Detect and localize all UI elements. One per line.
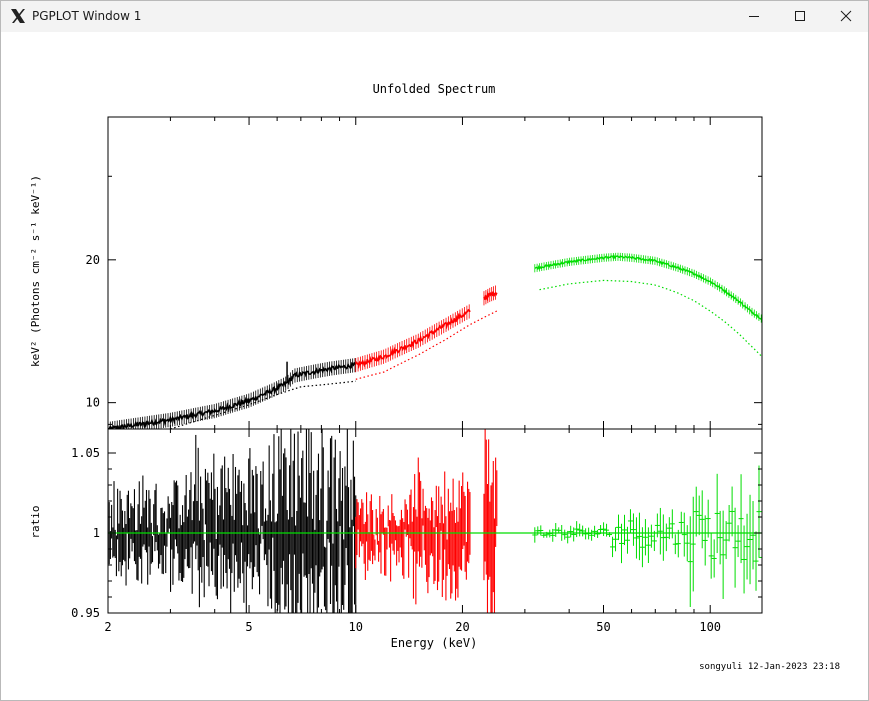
bottom-panel: 2 5 10 20 50 100 0.95 1 1.05 <box>71 117 763 634</box>
chart-title: Unfolded Spectrum <box>373 82 496 96</box>
top-y-tick-label: 20 <box>86 253 100 267</box>
window-title: PGPLOT Window 1 <box>32 9 142 23</box>
spectrum-plot: Unfolded Spectrum 10 20 2 5 10 20 50 100 0.95 1 1… <box>29 82 840 672</box>
x-tick-label: 20 <box>455 620 469 634</box>
maximize-icon <box>795 11 805 21</box>
bottom-y-tick-label: 1 <box>93 526 100 540</box>
x-tick-label: 50 <box>596 620 610 634</box>
bottom-panel-frame <box>107 428 763 614</box>
red-model-curve-4 <box>355 310 498 380</box>
maximize-button[interactable] <box>777 1 823 32</box>
close-button[interactable] <box>823 1 869 32</box>
bottom-y-tick-label: 1.05 <box>71 446 100 460</box>
timestamp-stamp: songyuli 12-Jan-2023 23:18 <box>699 662 840 672</box>
x-tick-label: 2 <box>104 620 111 634</box>
x-tick-label: 10 <box>349 620 363 634</box>
x-tick-label: 100 <box>699 620 721 634</box>
minimize-icon <box>749 16 759 17</box>
top-panel-frame <box>107 116 763 430</box>
x11-icon <box>11 9 25 23</box>
x-axis-label: Energy (keV) <box>391 636 478 650</box>
top-y-tick-label: 10 <box>86 396 100 410</box>
black-model-curve-1 <box>170 380 356 429</box>
bottom-y-axis-label: ratio <box>29 505 42 538</box>
top-panel: 10 20 <box>86 116 763 430</box>
title-bar[interactable]: PGPLOT Window 1 <box>1 1 868 32</box>
minimize-button[interactable] <box>731 1 777 32</box>
x-tick-label: 5 <box>245 620 252 634</box>
bottom-y-tick-label: 0.95 <box>71 606 100 620</box>
close-icon <box>840 10 852 22</box>
top-y-axis-label: keV² (Photons cm⁻² s⁻¹ keV⁻¹) <box>29 175 42 367</box>
top-data-layer <box>108 252 762 429</box>
green-model-curve-6 <box>539 279 762 358</box>
bottom-data-layer <box>108 429 762 613</box>
green-data-curve-5 <box>534 254 762 320</box>
